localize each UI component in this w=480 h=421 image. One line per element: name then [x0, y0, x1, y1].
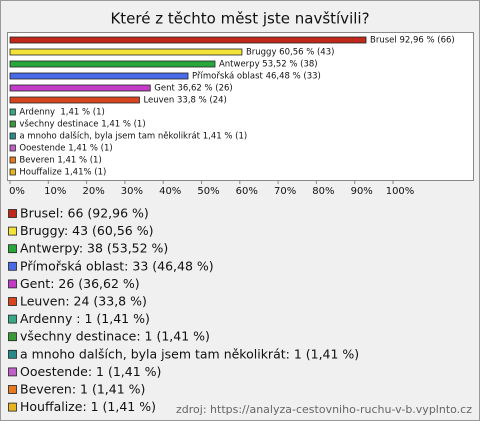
legend-swatch [8, 297, 17, 306]
bar [9, 84, 151, 92]
bar [9, 72, 189, 80]
bar-label: Ooestende 1,41 % (1) [19, 144, 112, 154]
x-tick-label: 60% [236, 186, 258, 197]
legend-swatch [8, 244, 17, 254]
source: zdroj: https://analyza-cestovniho-ruchu-… [176, 403, 472, 416]
x-tick-label: 100% [386, 186, 415, 197]
legend-label: Gent: 26 (36,62 %) [20, 276, 140, 291]
bar-label: Bruggy 60,56 % (43) [246, 48, 335, 58]
x-tick-label: 40% [159, 186, 181, 197]
bar-label: Beveren 1,41 % (1) [19, 156, 101, 166]
legend-label: a mnoho dalších, byla jsem tam několikrá… [20, 346, 359, 361]
legend-label: Beveren: 1 (1,41 %) [20, 382, 145, 397]
x-tick-label: 50% [197, 186, 219, 197]
bar [9, 120, 16, 128]
legend-swatch [8, 402, 17, 412]
bar [9, 156, 16, 164]
bar-label: Brusel 92,96 % (66) [370, 36, 455, 46]
legend-swatch [8, 332, 17, 342]
bar [9, 168, 16, 176]
legend-swatch [8, 367, 17, 377]
plot-area [7, 32, 474, 181]
x-tick-label: 20% [82, 186, 104, 197]
legend-swatch [8, 349, 17, 359]
legend-label: Antwerpy: 38 (53,52 %) [20, 241, 168, 256]
x-tick-label: 30% [121, 186, 143, 197]
x-tick-label: 90% [351, 186, 373, 197]
legend-label: Ardenny : 1 (1,41 %) [20, 311, 150, 326]
legend-label: Leuven: 24 (33,8 %) [20, 294, 147, 309]
bar-label: Antwerpy 53,52 % (38) [219, 60, 318, 70]
bar-label: Leuven 33,8 % (24) [143, 96, 226, 106]
x-tick-label: 80% [312, 186, 334, 197]
bar [9, 36, 367, 44]
bar-label: Gent 36,62 % (26) [154, 84, 233, 94]
legend-swatch [8, 385, 17, 394]
legend-label: Houffalize: 1 (1,41 %) [20, 399, 156, 414]
legend-label: všechny destinace: 1 (1,41 %) [20, 329, 210, 344]
chart-title: Které z těchto měst jste navštívili? [110, 10, 369, 28]
bar [9, 144, 16, 152]
legend-swatch [8, 261, 17, 271]
legend-label: Bruggy: 43 (60,56 %) [20, 223, 153, 238]
bar-label: všechny destinace 1,41 % (1) [19, 119, 145, 130]
bar [9, 60, 216, 68]
bar [9, 96, 140, 104]
legend-swatch [8, 279, 17, 289]
bar [9, 132, 16, 140]
x-tick-label: 10% [44, 186, 66, 197]
legend-swatch [8, 226, 17, 236]
x-tick-label: 0% [9, 186, 25, 197]
legend-swatch [8, 209, 17, 218]
bar [9, 108, 16, 116]
bar [9, 48, 243, 56]
legend-label: Ooestende: 1 (1,41 %) [20, 364, 161, 379]
bar-label: Ardenny 1,41 % (1) [19, 108, 104, 118]
legend-label: Brusel: 66 (92,96 %) [20, 206, 149, 221]
legend-swatch [8, 314, 17, 324]
bar-label: a mnoho dalších, byla jsem tam několikrá… [19, 131, 247, 142]
x-tick-label: 70% [274, 186, 296, 197]
legend-label: Přímořská oblast: 33 (46,48 %) [20, 258, 214, 273]
bar-label: Houffalize 1,41% (1) [19, 168, 106, 178]
bar-label: Přímořská oblast 46,48 % (33) [192, 72, 321, 82]
